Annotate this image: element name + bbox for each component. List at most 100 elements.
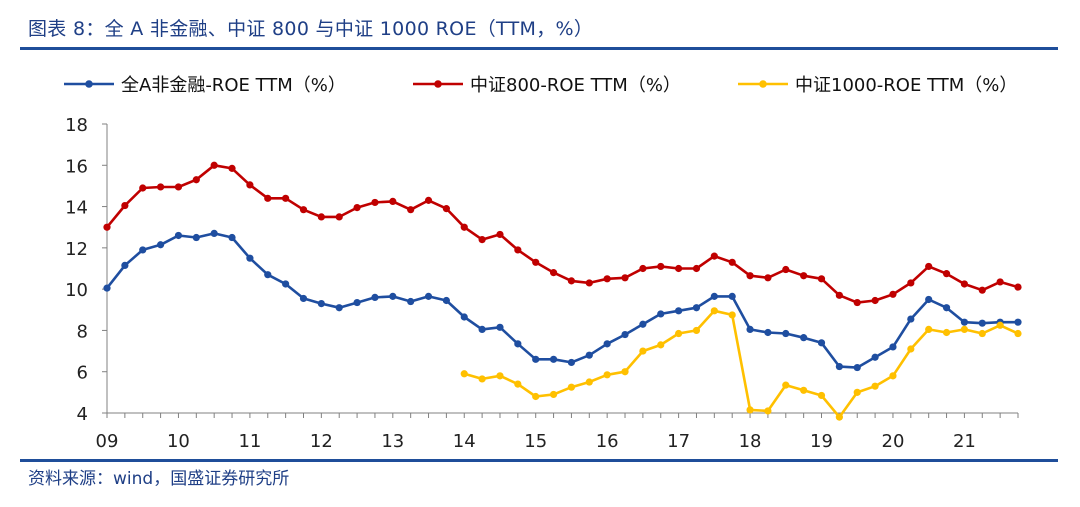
legend-swatch-marker bbox=[434, 80, 442, 88]
data-point bbox=[853, 298, 861, 307]
data-point bbox=[121, 261, 129, 270]
data-point bbox=[925, 295, 933, 304]
data-point bbox=[299, 206, 308, 214]
data-point bbox=[156, 183, 165, 191]
data-point bbox=[460, 223, 468, 231]
data-point bbox=[103, 284, 111, 292]
data-point bbox=[907, 279, 915, 287]
y-tick-label: 16 bbox=[65, 156, 88, 177]
data-point bbox=[407, 206, 415, 214]
data-point bbox=[942, 328, 951, 337]
x-tick-label: 09 bbox=[96, 431, 119, 452]
data-point bbox=[174, 231, 183, 240]
top-rule bbox=[20, 47, 1058, 50]
data-point bbox=[764, 328, 772, 337]
data-point bbox=[871, 353, 879, 361]
data-point bbox=[639, 347, 647, 355]
legend-label: 中证800-ROE TTM（%） bbox=[470, 75, 681, 96]
data-point bbox=[210, 161, 218, 169]
legend-swatch-marker bbox=[759, 80, 767, 88]
data-point bbox=[639, 320, 647, 328]
x-tick-label: 21 bbox=[953, 431, 976, 452]
x-tick-label: 14 bbox=[453, 431, 476, 452]
data-point bbox=[246, 254, 254, 262]
data-point bbox=[121, 201, 129, 210]
data-point bbox=[925, 325, 933, 333]
data-point bbox=[942, 270, 951, 278]
line-chart: 全A非金融-ROE TTM（%） 中证800-ROE TTM（%） 中证1000-R… bbox=[64, 75, 1022, 452]
data-point bbox=[835, 291, 843, 299]
data-point bbox=[228, 233, 236, 242]
data-point bbox=[960, 325, 969, 333]
data-point bbox=[478, 325, 486, 333]
data-point bbox=[657, 341, 665, 349]
chart-title: 图表 8：全 A 非金融、中证 800 与中证 1000 ROE（TTM，%） bbox=[28, 18, 594, 40]
legend-label: 全A非金融-ROE TTM（%） bbox=[121, 75, 346, 96]
data-point bbox=[1014, 329, 1022, 338]
data-point bbox=[532, 258, 540, 266]
data-point bbox=[514, 340, 522, 348]
data-point bbox=[264, 271, 272, 279]
data-point bbox=[889, 290, 897, 298]
data-point bbox=[514, 380, 522, 388]
data-point bbox=[675, 329, 683, 338]
data-point bbox=[282, 194, 290, 202]
series-line-2 bbox=[463, 309, 1019, 419]
x-tick-label: 20 bbox=[882, 431, 905, 452]
x-tick-label: 10 bbox=[167, 431, 190, 452]
x-tick-label: 11 bbox=[238, 431, 261, 452]
data-point bbox=[585, 351, 593, 359]
data-point bbox=[889, 343, 897, 351]
data-point bbox=[817, 339, 826, 347]
y-tick-label: 14 bbox=[65, 198, 88, 219]
series-line-0 bbox=[105, 232, 1018, 369]
data-point bbox=[746, 406, 754, 414]
data-point bbox=[192, 176, 200, 184]
data-point bbox=[424, 292, 433, 300]
data-point bbox=[871, 382, 879, 390]
data-point bbox=[692, 264, 701, 273]
y-tick-label: 8 bbox=[77, 321, 88, 342]
data-point bbox=[907, 315, 915, 323]
data-point bbox=[978, 329, 986, 338]
plot-area bbox=[103, 161, 1022, 421]
data-point bbox=[389, 292, 397, 300]
legend: 全A非金融-ROE TTM（%） 中证800-ROE TTM（%） 中证1000-R… bbox=[64, 75, 1017, 96]
data-point bbox=[639, 264, 647, 273]
data-point bbox=[942, 304, 951, 312]
data-point bbox=[996, 278, 1004, 286]
data-point bbox=[567, 277, 576, 285]
data-point bbox=[139, 246, 147, 254]
data-point bbox=[675, 307, 683, 315]
data-point bbox=[782, 265, 790, 274]
data-point bbox=[460, 370, 468, 378]
data-point bbox=[496, 230, 504, 239]
data-point bbox=[478, 236, 486, 244]
axes: 18 16 14 12 10 8 6 4 09 10 11 12 13 14 15 16 17 18 19 20 21 bbox=[65, 115, 1019, 452]
data-point bbox=[1014, 283, 1022, 291]
data-point bbox=[407, 297, 415, 306]
y-tick-label: 18 bbox=[65, 115, 88, 136]
y-tick-label: 10 bbox=[65, 280, 88, 301]
data-point bbox=[371, 198, 379, 207]
data-point bbox=[710, 307, 718, 315]
legend-swatch-marker bbox=[85, 80, 93, 88]
data-point bbox=[442, 296, 450, 305]
data-point bbox=[692, 304, 701, 312]
x-tick-label: 19 bbox=[810, 431, 833, 452]
data-point bbox=[746, 325, 754, 333]
data-point bbox=[246, 181, 254, 189]
data-point bbox=[228, 164, 236, 172]
legend-label: 中证1000-ROE TTM（%） bbox=[795, 75, 1017, 96]
data-point bbox=[585, 279, 593, 287]
data-point bbox=[728, 292, 736, 300]
data-point bbox=[657, 310, 665, 318]
data-point bbox=[621, 274, 629, 282]
data-point bbox=[335, 304, 343, 312]
data-point bbox=[728, 258, 736, 266]
data-point bbox=[728, 311, 736, 319]
data-point bbox=[264, 194, 272, 202]
data-point bbox=[1014, 318, 1022, 326]
data-point bbox=[371, 293, 379, 301]
bottom-rule bbox=[20, 459, 1058, 462]
